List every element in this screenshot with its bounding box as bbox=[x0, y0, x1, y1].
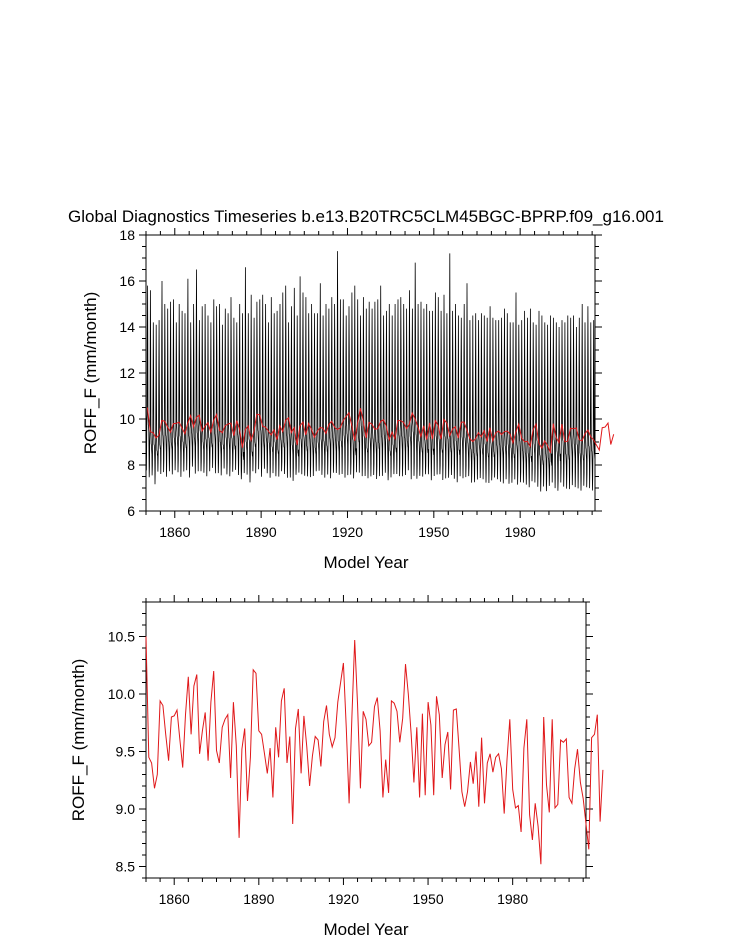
bottom-series-group bbox=[145, 636, 604, 865]
bottom-y-tick-label: 10.5 bbox=[108, 629, 135, 645]
top-x-tick-label: 1860 bbox=[159, 524, 190, 540]
bottom-annual-series-line bbox=[145, 636, 604, 865]
top-x-tick-label: 1920 bbox=[332, 524, 363, 540]
top-annual-series-line bbox=[146, 407, 615, 454]
top-axis-ticks: 1860 1890 1920 1950 1980 6 8 10 12 14 16 18 bbox=[119, 227, 602, 540]
top-x-axis-label: Model Year bbox=[323, 553, 408, 572]
bottom-y-tick-label: 9.0 bbox=[116, 801, 136, 817]
bottom-y-axis-label: ROFF_F (mm/month) bbox=[69, 659, 88, 821]
top-panel: 1860 1890 1920 1950 1980 6 8 10 12 14 16 18 Model Y… bbox=[81, 227, 615, 572]
bottom-x-axis-label: Model Year bbox=[323, 920, 408, 939]
bottom-x-tick-label: 1860 bbox=[159, 891, 190, 907]
top-y-tick-label: 8 bbox=[127, 457, 135, 473]
top-monthly-series-line bbox=[145, 251, 596, 492]
bottom-axis-ticks: 1860 1890 1920 1950 1980 8.5 9.0 9.5 10.0 10.5 bbox=[108, 595, 593, 907]
bottom-x-tick-label: 1950 bbox=[412, 891, 443, 907]
top-y-tick-label: 16 bbox=[119, 273, 135, 289]
top-series-group bbox=[145, 251, 615, 492]
bottom-panel: 1860 1890 1920 1950 1980 8.5 9.0 9.5 10.0 10.5 Mo… bbox=[69, 595, 604, 939]
bottom-x-tick-label: 1980 bbox=[497, 891, 528, 907]
bottom-y-tick-label: 9.5 bbox=[116, 744, 136, 760]
top-y-tick-label: 6 bbox=[127, 503, 135, 519]
chart-title: Global Diagnostics Timeseries b.e13.B20T… bbox=[68, 207, 664, 226]
bottom-x-tick-label: 1890 bbox=[243, 891, 274, 907]
top-y-axis-label: ROFF_F (mm/month) bbox=[81, 292, 100, 454]
top-y-tick-label: 12 bbox=[119, 365, 135, 381]
bottom-plot-frame bbox=[145, 601, 587, 879]
top-x-tick-label: 1890 bbox=[246, 524, 277, 540]
top-x-tick-label: 1950 bbox=[418, 524, 449, 540]
top-y-tick-label: 18 bbox=[119, 227, 135, 243]
bottom-y-tick-label: 8.5 bbox=[116, 859, 136, 875]
top-y-tick-label: 10 bbox=[119, 411, 135, 427]
top-x-tick-label: 1980 bbox=[505, 524, 536, 540]
bottom-x-tick-label: 1920 bbox=[328, 891, 359, 907]
top-y-tick-label: 14 bbox=[119, 319, 135, 335]
bottom-y-tick-label: 10.0 bbox=[108, 686, 135, 702]
